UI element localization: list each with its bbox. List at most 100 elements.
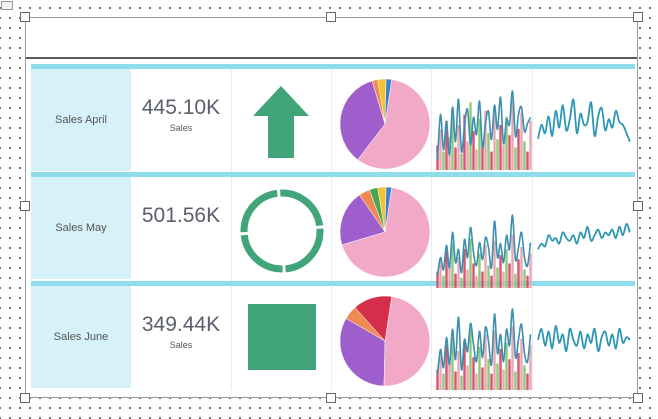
pie-chart: [339, 78, 431, 170]
bar: [436, 369, 439, 390]
resize-handle[interactable]: [20, 201, 30, 211]
bar: [508, 359, 511, 390]
bar: [454, 273, 457, 288]
bar: [511, 326, 514, 390]
resize-handle[interactable]: [326, 393, 336, 403]
bar: [523, 269, 526, 288]
bar: [457, 124, 460, 170]
bar: [466, 141, 469, 170]
bar: [451, 336, 454, 390]
bar: [445, 251, 448, 288]
bar: [514, 273, 517, 288]
bar: [457, 351, 460, 390]
bar: [466, 269, 469, 288]
bar: [448, 267, 451, 288]
resize-handle[interactable]: [20, 393, 30, 403]
bar: [514, 147, 517, 170]
bar: [439, 259, 442, 288]
pie-slice: [383, 296, 431, 387]
sparkline: [537, 325, 631, 353]
trend-line: [436, 308, 532, 375]
bar: [445, 120, 448, 170]
bar: [493, 330, 496, 390]
row-name: Sales April: [55, 114, 107, 126]
ring-icon: [239, 188, 325, 274]
bar: [514, 371, 517, 390]
bar: [442, 275, 445, 288]
bar: [505, 116, 508, 170]
bar: [490, 275, 493, 288]
bar: [481, 367, 484, 390]
line-chart: [536, 308, 632, 372]
bar: [529, 120, 532, 170]
bar: [472, 131, 475, 170]
bar: [454, 371, 457, 390]
bar: [499, 124, 502, 170]
pie-slice: [339, 80, 386, 161]
pie-slice: [339, 194, 386, 246]
bar: [490, 151, 493, 170]
kpi-card: 445.10K Sales: [131, 69, 231, 171]
bar: [436, 271, 439, 288]
bar: [502, 271, 505, 288]
resize-handle[interactable]: [633, 201, 643, 211]
bar: [469, 328, 472, 390]
row-label: Sales May: [31, 177, 131, 279]
bar: [463, 249, 466, 288]
row-label: Sales April: [31, 69, 131, 171]
bar: [487, 133, 490, 170]
trend-line: [436, 90, 532, 160]
row-band: [31, 281, 635, 286]
bar: [499, 349, 502, 390]
bar: [478, 253, 481, 288]
bar: [502, 145, 505, 170]
bar: [499, 255, 502, 288]
square-icon: [248, 304, 316, 370]
arrow-up-icon: [251, 84, 311, 160]
bar: [478, 118, 481, 170]
bar: [493, 240, 496, 288]
kpi-card: 501.56K: [131, 177, 231, 279]
table-visual[interactable]: Sales April 445.10K Sales Sales May 501.…: [1, 1, 638, 398]
bar: [487, 265, 490, 288]
bar: [496, 139, 499, 170]
visual-header-icon[interactable]: [1, 1, 13, 10]
bar: [472, 357, 475, 390]
column-chart: [436, 300, 532, 392]
bar: [523, 365, 526, 390]
grid-line: [331, 64, 332, 390]
bar: [508, 263, 511, 288]
grid-line: [431, 64, 432, 390]
resize-handle[interactable]: [633, 393, 643, 403]
resize-handle[interactable]: [326, 12, 336, 22]
resize-handle[interactable]: [20, 12, 30, 22]
bar: [496, 267, 499, 288]
bar: [520, 247, 523, 288]
pie-slice: [384, 186, 393, 233]
bar: [475, 275, 478, 288]
bar: [448, 361, 451, 390]
bar: [505, 342, 508, 390]
bar: [475, 373, 478, 390]
bar: [529, 253, 532, 288]
bar: [523, 141, 526, 170]
bar: [490, 373, 493, 390]
line-chart: [536, 90, 632, 154]
kpi-value: 501.56K: [141, 204, 221, 227]
bar: [529, 344, 532, 390]
bar: [526, 373, 529, 390]
trend-line: [436, 214, 532, 276]
bar: [520, 112, 523, 170]
bar: [460, 277, 463, 288]
pie-chart: [339, 295, 431, 387]
pie-slice: [384, 78, 393, 125]
resize-handle[interactable]: [633, 12, 643, 22]
bar: [526, 275, 529, 288]
bar: [502, 369, 505, 390]
bar: [481, 271, 484, 288]
bar: [511, 234, 514, 288]
pie-slice: [339, 318, 386, 387]
column-chart: [436, 198, 532, 290]
pie-slice: [357, 79, 431, 170]
row-band: [31, 172, 635, 177]
